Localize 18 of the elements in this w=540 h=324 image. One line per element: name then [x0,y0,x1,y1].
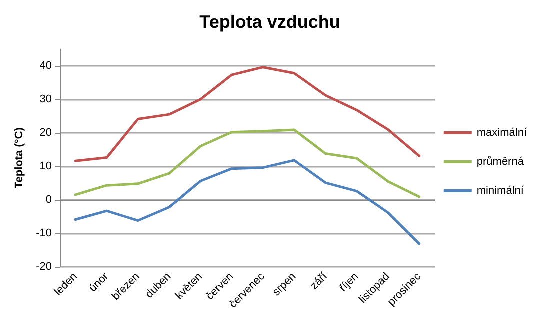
y-tick-label: 30 [40,94,52,106]
line-series [74,128,421,198]
y-axis-title: Teplota (°C) [14,127,26,189]
y-tick-label: 0 [46,194,52,206]
legend-label: minimální [476,185,525,197]
line-series [74,66,421,162]
x-tick-label: září [308,270,330,292]
y-tick-label: -20 [36,261,52,273]
chart-title: Teplota vzduchu [200,12,340,32]
legend-label: průměrná [476,156,525,168]
x-tick-label: říjen [338,270,362,294]
line-series [74,159,421,246]
legend-label: maximální [476,127,528,139]
y-tick-label: 20 [40,127,52,139]
y-tick-label: 10 [40,160,52,172]
y-tick-label: -10 [36,228,52,240]
y-tick-label: 40 [40,60,52,72]
x-tick-label: únor [87,270,112,295]
